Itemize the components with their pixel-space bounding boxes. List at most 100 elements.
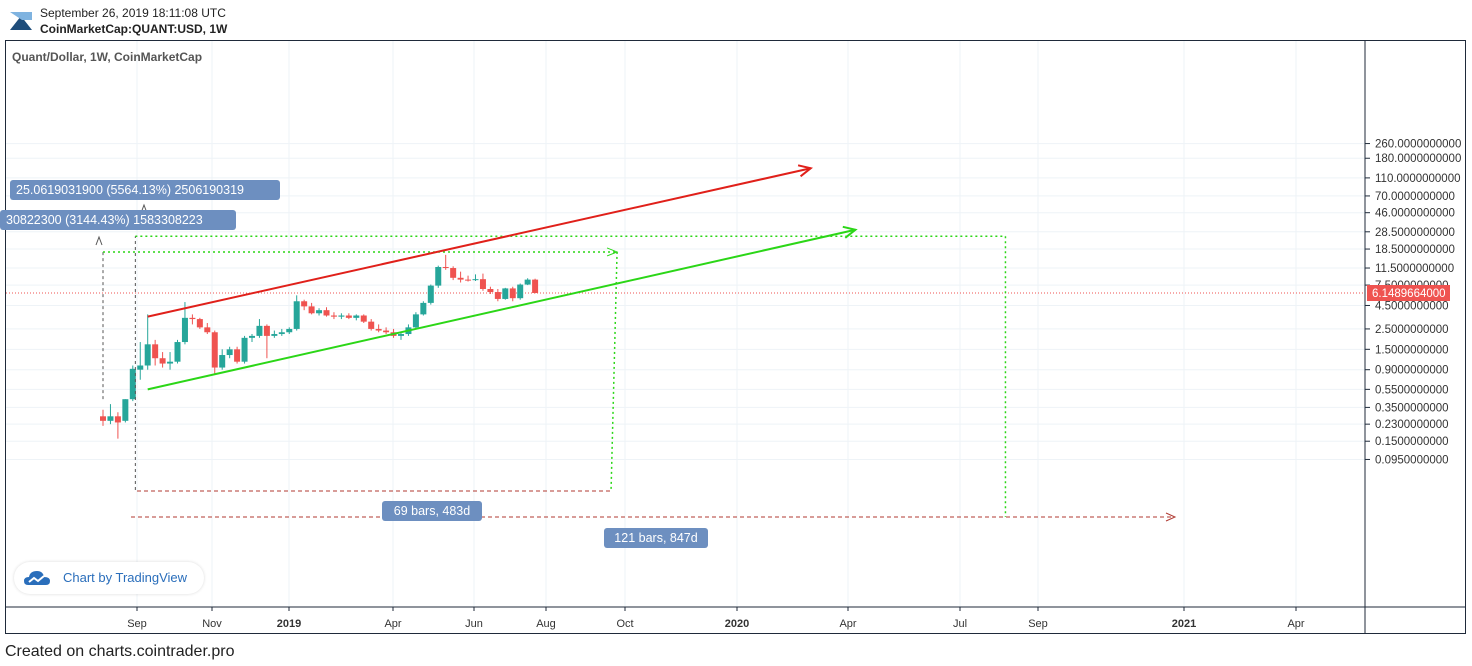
candle-body	[226, 349, 233, 356]
candle-body	[412, 314, 419, 328]
candle-body	[435, 266, 442, 286]
candle	[323, 307, 330, 317]
green-trendline	[147, 228, 856, 391]
candle-body	[219, 355, 226, 368]
candle-body	[204, 327, 211, 333]
candle-body	[159, 358, 166, 364]
candle	[189, 314, 196, 325]
y-tick-label: 260.0000000000	[1375, 139, 1461, 151]
candle	[137, 342, 144, 380]
y-tick-label: 4.5000000000	[1375, 300, 1449, 312]
candle-body	[338, 315, 345, 317]
candle	[308, 302, 315, 315]
candle	[517, 283, 524, 300]
candle-body	[181, 317, 188, 343]
measure1-right	[610, 251, 618, 492]
candle-body	[442, 266, 449, 269]
candle	[293, 295, 300, 331]
candle-body	[293, 301, 300, 329]
candle	[338, 313, 345, 320]
candle	[502, 287, 509, 300]
measure2-arrow-icon	[1165, 512, 1177, 522]
candle-body	[256, 325, 263, 336]
candle	[211, 330, 218, 375]
candle	[435, 265, 442, 288]
measure2-label: 25.0619031900 (5564.13%) 2506190319	[10, 180, 280, 200]
current-price-tag: 6.1489664000	[1367, 285, 1450, 302]
candle-body	[308, 306, 315, 314]
candle	[457, 271, 464, 283]
candle-body	[368, 321, 375, 329]
candle-body	[345, 315, 352, 318]
candle	[167, 352, 174, 370]
candle	[174, 339, 181, 364]
candle-body	[524, 279, 531, 285]
candle-body	[487, 288, 494, 293]
x-tick-label: Jul	[953, 618, 967, 630]
current-price-tag-bg	[1367, 285, 1450, 302]
measure2-label-text: 25.0619031900 (5564.13%) 2506190319	[16, 183, 244, 197]
y-tick-label: 0.2300000000	[1375, 419, 1449, 431]
x-tick-label: 2019	[277, 618, 301, 630]
range1-label-bg	[382, 501, 482, 521]
candle	[345, 313, 352, 320]
footer-credit: Created on charts.cointrader.pro	[5, 643, 235, 660]
candle-body	[375, 328, 382, 331]
candle	[263, 324, 270, 359]
candle-body	[271, 334, 278, 336]
candle-body	[234, 349, 241, 362]
candle	[383, 327, 390, 335]
candles	[100, 254, 539, 439]
candle-body	[286, 328, 293, 333]
tradingview-watermark[interactable]: Chart by TradingView	[14, 562, 204, 594]
chart-frame	[5, 40, 1466, 634]
candle	[107, 404, 114, 425]
candle-body	[479, 279, 486, 289]
measure1-label-text: 30822300 (3144.43%) 1583308223	[6, 213, 203, 227]
candle-body	[509, 288, 516, 299]
candle	[494, 288, 501, 302]
x-tick-label: Nov	[202, 618, 222, 630]
candle	[278, 328, 285, 336]
x-tick-label: Sep	[127, 618, 147, 630]
range2-label-text: 121 bars, 847d	[614, 531, 697, 545]
candle	[368, 319, 375, 331]
y-tick-label: 1.5000000000	[1375, 344, 1449, 356]
candle-body	[167, 361, 174, 364]
candle	[256, 319, 263, 338]
y-tick-label: 180.0000000000	[1375, 153, 1461, 165]
y-tick-label: 110.0000000000	[1375, 173, 1461, 185]
red-trendline	[147, 167, 811, 318]
candle	[375, 324, 382, 333]
x-tick-label: Apr	[839, 618, 856, 630]
candle-body	[494, 292, 501, 299]
candle	[442, 254, 449, 270]
y-tick-label: 28.5000000000	[1375, 227, 1455, 239]
candle	[301, 299, 308, 311]
symbol-label: CoinMarketCap:QUANT:USD, 1W	[40, 22, 228, 36]
green-trendline-arrow-icon	[842, 225, 858, 239]
candle	[472, 274, 479, 282]
y-tick-label: 0.3500000000	[1375, 402, 1449, 414]
measure1-arrow-icon	[606, 247, 619, 257]
candle	[412, 312, 419, 329]
measure1-up-arrow-icon	[95, 235, 103, 246]
candle-body	[301, 301, 308, 307]
candle-body	[107, 416, 114, 421]
candle	[159, 352, 166, 368]
red-trendline-arrow-icon	[797, 164, 813, 178]
candle	[122, 399, 129, 423]
candle-body	[323, 310, 330, 316]
y-tick-label: 70.0000000000	[1375, 191, 1455, 203]
candle-body	[129, 368, 136, 400]
candle-body	[330, 315, 337, 317]
cloud-icon	[24, 571, 50, 585]
candle	[144, 314, 151, 370]
candle	[249, 334, 255, 343]
candle	[226, 346, 233, 359]
candle	[152, 339, 159, 366]
candle-body	[420, 302, 427, 315]
x-tick-label: Aug	[536, 618, 556, 630]
candle	[219, 349, 226, 370]
